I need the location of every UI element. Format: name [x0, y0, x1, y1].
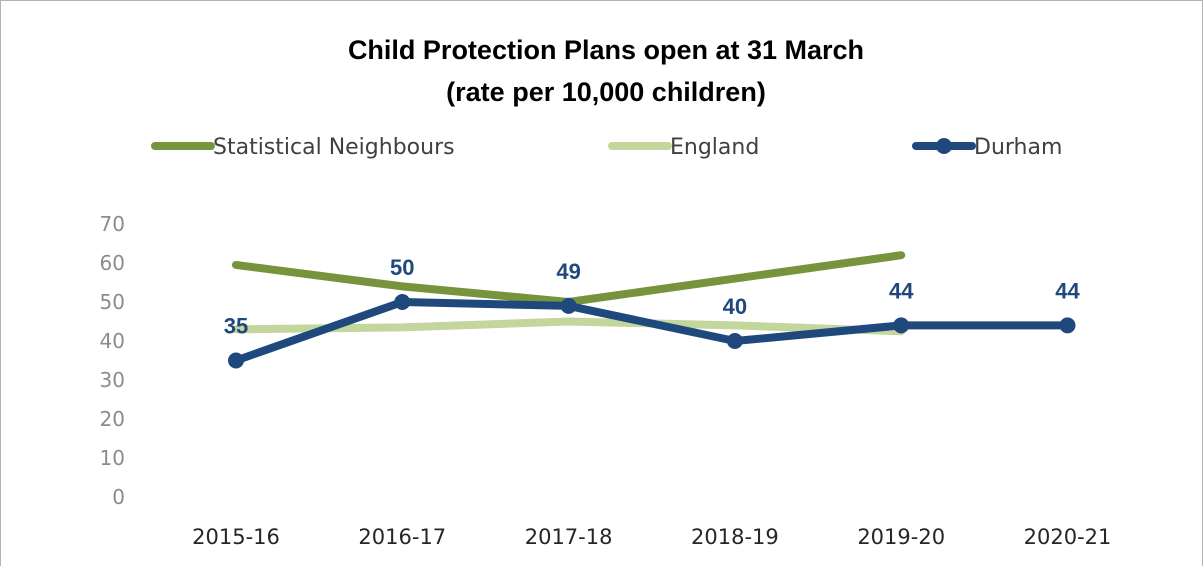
data-point — [726, 333, 743, 349]
x-tick-label: 2018-19 — [691, 525, 779, 549]
y-tick-label: 20 — [100, 407, 125, 431]
y-tick-label: 30 — [100, 368, 125, 392]
series-line — [232, 317, 906, 336]
x-tick-label: 2019-20 — [857, 525, 945, 549]
data-label: 50 — [390, 255, 414, 280]
y-tick-label: 60 — [100, 251, 125, 275]
y-axis: 0 10 20 30 40 50 60 70 — [100, 212, 125, 509]
data-point — [1059, 317, 1076, 334]
data-point — [560, 297, 577, 314]
x-tick-label: 2017-18 — [525, 525, 613, 549]
y-tick-label: 40 — [100, 329, 125, 353]
x-tick-label: 2016-17 — [358, 525, 446, 549]
chart-title-line-2: (rate per 10,000 children) — [446, 77, 766, 107]
series-durham — [232, 298, 1072, 365]
x-axis: 2015-16 2016-17 2017-18 2018-19 2019-20 2020-… — [192, 525, 1111, 549]
legend-label: England — [670, 135, 759, 160]
series-points: 35 50 49 40 44 44 — [224, 255, 1080, 369]
y-tick-label: 50 — [100, 290, 125, 314]
data-point — [394, 294, 411, 310]
legend-label: Durham — [974, 135, 1062, 160]
chart-title-line-1: Child Protection Plans open at 31 March — [348, 35, 864, 65]
y-tick-label: 10 — [100, 446, 125, 470]
data-label: 49 — [556, 259, 580, 284]
series-line — [232, 298, 1072, 365]
y-tick-label: 0 — [112, 485, 125, 509]
y-tick-label: 70 — [100, 212, 125, 236]
x-tick-label: 2020-21 — [1024, 525, 1112, 549]
legend: Statistical Neighbours England Durham — [151, 135, 1062, 160]
legend-label: Statistical Neighbours — [213, 135, 455, 160]
series-england — [232, 317, 906, 336]
data-label: 44 — [1055, 278, 1080, 303]
data-label: 40 — [723, 294, 747, 319]
data-label: 44 — [889, 278, 914, 303]
legend-marker — [936, 138, 952, 154]
data-label: 35 — [224, 314, 248, 339]
series-group: 35 50 49 40 44 44 — [224, 251, 1080, 369]
data-point — [228, 352, 244, 369]
data-point — [893, 317, 910, 334]
x-tick-label: 2015-16 — [192, 525, 280, 549]
